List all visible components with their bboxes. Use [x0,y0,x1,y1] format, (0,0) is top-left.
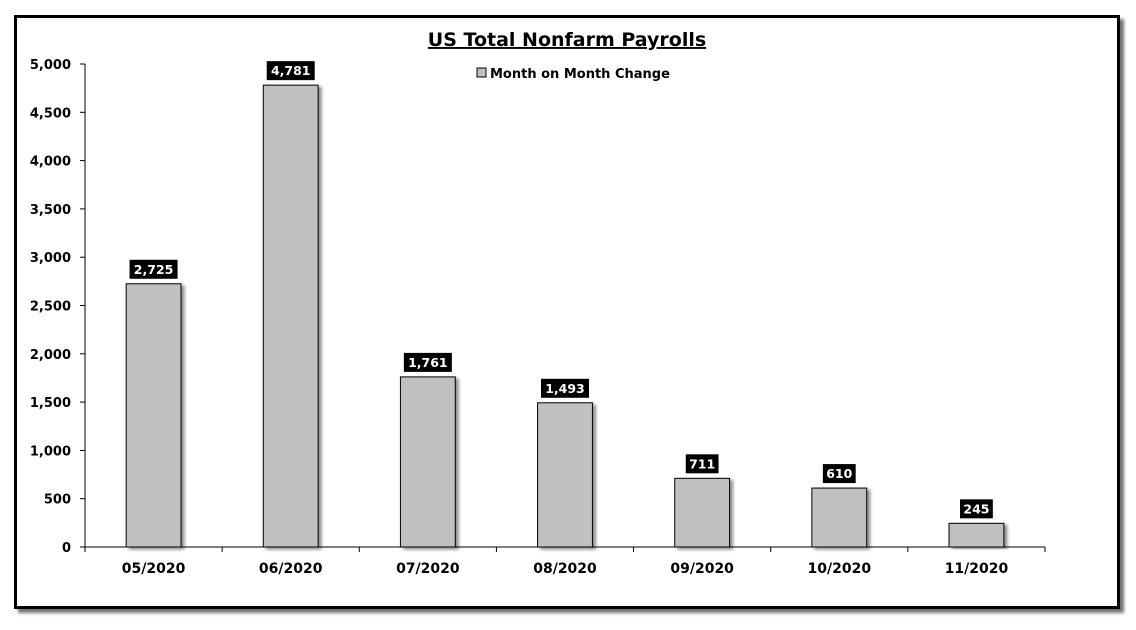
legend-swatch [476,67,487,78]
data-label-bg [403,352,452,372]
x-tick-label: 10/2020 [808,561,872,577]
data-label: 1,493 [545,381,585,396]
data-label: 610 [826,466,852,481]
chart-title: US Total Nonfarm Payrolls [428,29,706,51]
x-tick-label: 07/2020 [396,561,460,577]
data-label-bg [685,454,719,474]
x-axis: 05/2020 06/2020 07/2020 08/2020 09/2020 10/20… [84,546,1046,577]
y-tick-label: 4,500 [30,106,71,121]
data-label-bg [960,499,993,519]
y-axis: 0 500 1,000 1,500 2,000 2,500 3,000 3,500 4,000 4… [30,58,86,556]
bars [125,84,1005,548]
data-labels: 2,725 4,781 1,761 1,493 711 610 245 [129,61,993,519]
data-label-bg [822,464,856,484]
x-tick-label: 08/2020 [533,561,597,577]
y-tick-label: 5,000 [30,58,71,73]
y-tick-label: 0 [62,541,71,556]
y-tick-label: 3,500 [30,203,71,218]
bar [262,84,319,548]
data-label: 4,781 [271,63,311,78]
data-label: 2,725 [134,262,174,277]
legend: Month on Month Change [476,67,670,82]
bar [948,522,1005,548]
x-tick-label: 11/2020 [945,561,1009,577]
y-tick-label: 4,000 [30,155,71,170]
y-tick-label: 500 [44,493,71,508]
legend-label: Month on Month Change [490,67,670,82]
bar [674,477,731,548]
y-tick-label: 2,500 [30,300,71,315]
data-label: 245 [963,501,989,516]
y-tick-label: 1,500 [30,396,71,411]
bar [537,402,593,548]
bar [125,283,182,548]
x-tick-label: 06/2020 [259,561,323,577]
y-tick-label: 3,000 [30,251,71,266]
bar [811,487,868,548]
data-label-bg [541,378,589,398]
x-tick-label: 05/2020 [122,561,186,577]
data-label-bg [129,259,178,279]
bar [399,376,456,548]
y-tick-label: 2,000 [30,348,71,363]
data-label: 711 [689,456,715,471]
y-tick-label: 1,000 [30,444,71,459]
data-label: 1,761 [408,355,448,370]
data-label-bg [266,61,315,81]
x-tick-label: 09/2020 [670,561,734,577]
